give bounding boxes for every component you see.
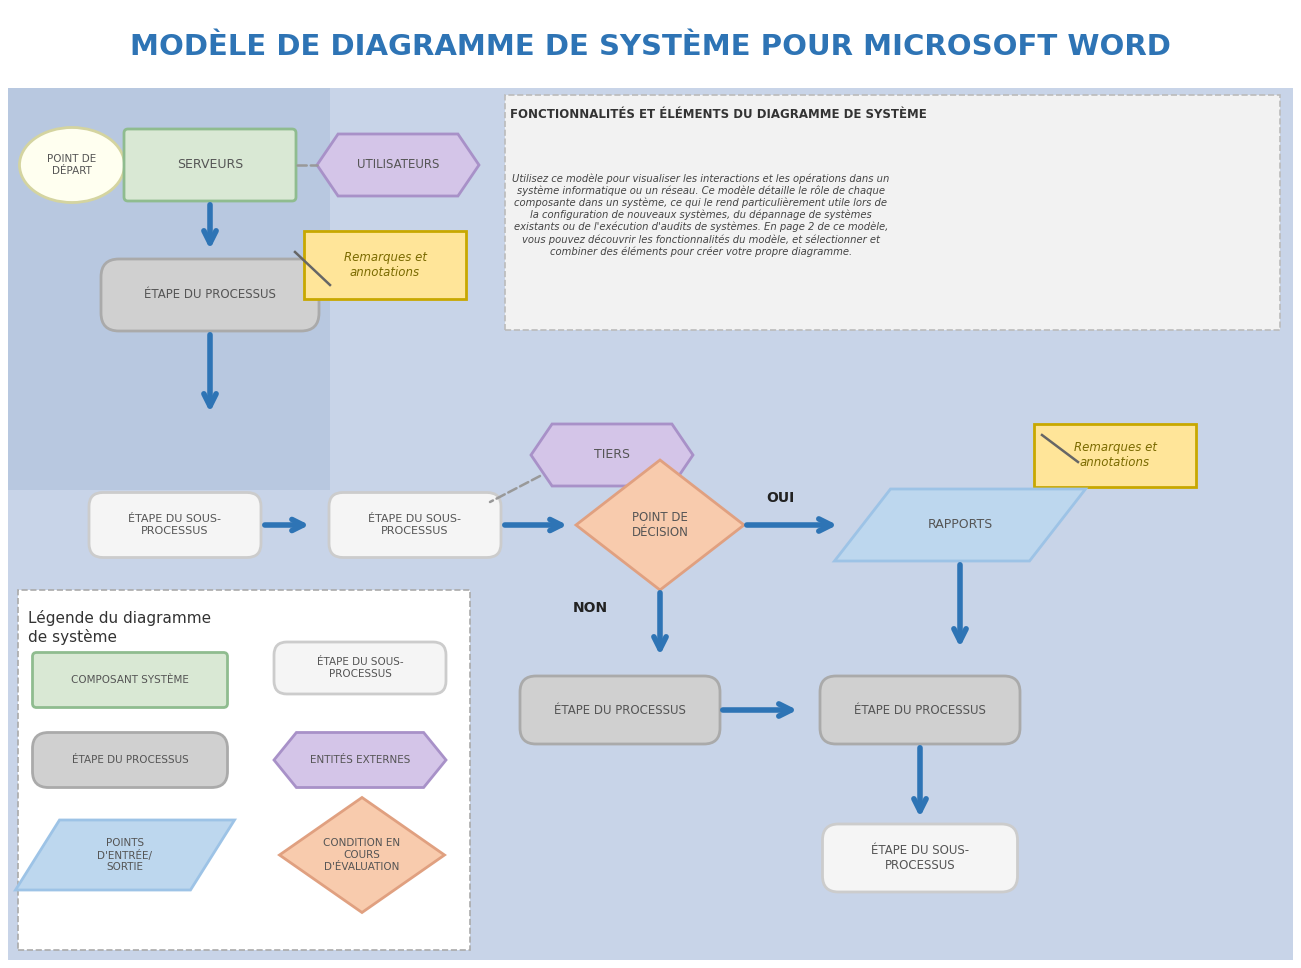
Polygon shape (531, 424, 693, 486)
Text: CONDITION EN
COURS
D'ÉVALUATION: CONDITION EN COURS D'ÉVALUATION (324, 838, 401, 871)
Text: POINT DE
DÉPART: POINT DE DÉPART (47, 154, 96, 176)
FancyBboxPatch shape (822, 824, 1017, 892)
FancyBboxPatch shape (520, 676, 719, 744)
FancyBboxPatch shape (505, 95, 1280, 330)
Text: ENTITÉS EXTERNES: ENTITÉS EXTERNES (310, 755, 410, 765)
FancyBboxPatch shape (18, 590, 470, 950)
FancyBboxPatch shape (820, 676, 1020, 744)
Text: ÉTAPE DU SOUS-
PROCESSUS: ÉTAPE DU SOUS- PROCESSUS (368, 514, 462, 536)
Text: Légende du diagramme
de système: Légende du diagramme de système (29, 610, 211, 645)
Text: COMPOSANT SYSTÈME: COMPOSANT SYSTÈME (72, 675, 189, 685)
Polygon shape (576, 460, 744, 590)
FancyBboxPatch shape (124, 129, 297, 201)
Text: SERVEURS: SERVEURS (177, 159, 243, 171)
Polygon shape (16, 820, 234, 890)
Text: UTILISATEURS: UTILISATEURS (356, 159, 440, 171)
Text: Remarques et
annotations: Remarques et annotations (1073, 441, 1157, 469)
FancyBboxPatch shape (33, 652, 228, 708)
Text: Remarques et
annotations: Remarques et annotations (343, 251, 427, 279)
Text: OUI: OUI (766, 491, 794, 505)
Polygon shape (834, 489, 1085, 561)
Polygon shape (275, 733, 446, 788)
Bar (8, 88, 330, 490)
Text: ÉTAPE DU SOUS-
PROCESSUS: ÉTAPE DU SOUS- PROCESSUS (870, 844, 969, 872)
Text: POINTS
D'ENTRÉE/
SORTIE: POINTS D'ENTRÉE/ SORTIE (98, 837, 152, 872)
Text: ÉTAPE DU SOUS-
PROCESSUS: ÉTAPE DU SOUS- PROCESSUS (129, 514, 221, 536)
FancyBboxPatch shape (329, 493, 501, 558)
Polygon shape (280, 798, 445, 913)
Text: MODÈLE DE DIAGRAMME DE SYSTÈME POUR MICROSOFT WORD: MODÈLE DE DIAGRAMME DE SYSTÈME POUR MICR… (130, 33, 1171, 61)
Bar (1034, 424, 1196, 487)
Text: ÉTAPE DU PROCESSUS: ÉTAPE DU PROCESSUS (72, 755, 189, 765)
Text: ÉTAPE DU PROCESSUS: ÉTAPE DU PROCESSUS (144, 288, 276, 301)
Text: POINT DE
DÉCISION: POINT DE DÉCISION (631, 511, 688, 539)
Polygon shape (317, 134, 479, 196)
Text: ÉTAPE DU PROCESSUS: ÉTAPE DU PROCESSUS (554, 704, 686, 716)
FancyBboxPatch shape (275, 642, 446, 694)
FancyBboxPatch shape (33, 733, 228, 788)
Text: ÉTAPE DU PROCESSUS: ÉTAPE DU PROCESSUS (853, 704, 986, 716)
Text: TIERS: TIERS (595, 448, 630, 462)
Text: RAPPORTS: RAPPORTS (928, 519, 993, 531)
FancyBboxPatch shape (101, 259, 319, 331)
Ellipse shape (20, 128, 125, 202)
Text: NON: NON (572, 601, 608, 615)
FancyBboxPatch shape (88, 493, 262, 558)
Text: ÉTAPE DU SOUS-
PROCESSUS: ÉTAPE DU SOUS- PROCESSUS (316, 657, 403, 679)
Text: Utilisez ce modèle pour visualiser les interactions et les opérations dans un
sy: Utilisez ce modèle pour visualiser les i… (513, 173, 890, 257)
Text: FONCTIONNALITÉS ET ÉLÉMENTS DU DIAGRAMME DE SYSTÈME: FONCTIONNALITÉS ET ÉLÉMENTS DU DIAGRAMME… (510, 108, 926, 122)
Bar (304, 231, 466, 299)
